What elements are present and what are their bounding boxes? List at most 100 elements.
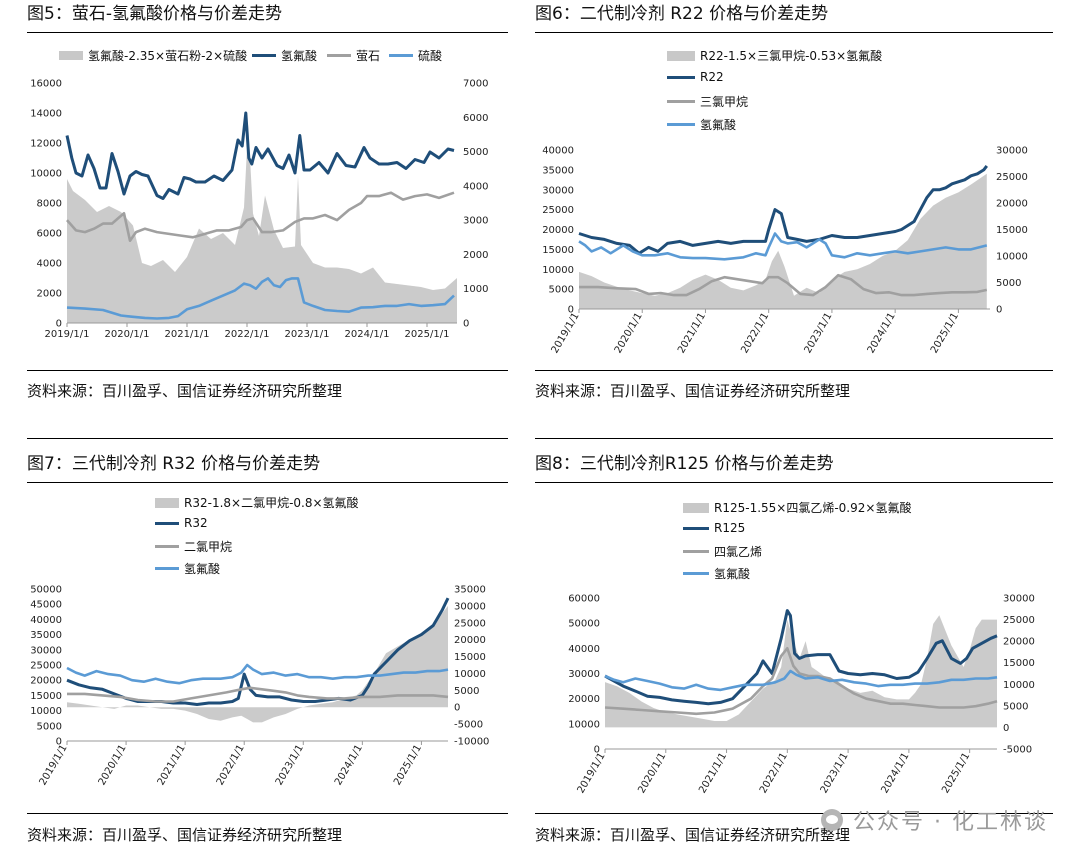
chart-title: 图5：萤石-氢氟酸价格与价差走势	[27, 4, 282, 24]
chart-svg: 0 5000 10000 15000 20000 25000 30000 35000 40000…	[542, 146, 1028, 356]
y-right-tick-label: 1000	[463, 284, 488, 295]
legend-swatch-line	[667, 123, 695, 126]
legend-item: 三氯甲烷	[667, 93, 748, 110]
y-left-tick-label: 35000	[542, 165, 574, 176]
legend-swatch-line	[667, 100, 695, 103]
chart-title: 图7：三代制冷剂 R32 价格与价差走势	[27, 454, 321, 474]
legend-item: 氢氟酸	[155, 560, 220, 577]
y-left-tick-label: 20000	[568, 694, 600, 705]
legend-swatch-line	[683, 572, 709, 575]
y-right-tick-label: 25000	[454, 618, 486, 629]
y-left-tick-label: 15000	[30, 691, 62, 702]
y-right-tick-label: 3000	[463, 216, 488, 227]
chart-panel-2: 图6：二代制冷剂 R22 价格与价差走势 R22-1.5×三氯甲烷-0.53×氢…	[535, 0, 1053, 420]
y-left-tick-label: 40000	[542, 146, 574, 157]
legend-label: R32-1.8×二氯甲烷-0.8×氢氟酸	[184, 496, 359, 510]
legend-item: 硫酸	[389, 47, 442, 64]
source-divider	[535, 813, 1053, 814]
series-line	[604, 609, 998, 706]
y-right-tick-label: 20000	[996, 199, 1028, 210]
y-left-tick-label: 10000	[568, 719, 600, 730]
y-left-tick-label: 40000	[568, 644, 600, 655]
chart-title: 图8：三代制冷剂R125 价格与价差走势	[535, 454, 834, 474]
legend-item: 氢氟酸	[683, 565, 750, 582]
y-left-tick-label: 10000	[542, 265, 574, 276]
y-left-tick-label: 0	[56, 737, 62, 748]
source-divider	[27, 813, 508, 814]
chart-title: 图6：二代制冷剂 R22 价格与价差走势	[535, 4, 829, 24]
x-tick-label: 2019/1/1	[576, 751, 608, 795]
legend-label: 三氯甲烷	[700, 95, 749, 109]
series-line	[578, 232, 988, 261]
legend-item: 四氯乙烯	[683, 543, 762, 560]
x-tick-label: 2021/1/1	[676, 311, 708, 355]
legend-swatch-area	[59, 51, 83, 60]
legend-item: R32	[155, 516, 208, 530]
y-left-tick-label: 4000	[37, 259, 62, 270]
series-line	[66, 191, 455, 242]
legend-swatch-line	[683, 550, 709, 553]
x-tick-label: 2023/1/1	[803, 311, 835, 355]
y-left-tick-label: 20000	[30, 676, 62, 687]
legend-swatch-line	[667, 75, 695, 79]
x-tick-label: 2022/1/1	[758, 751, 790, 795]
legend-swatch-line	[389, 54, 413, 57]
y-left-tick-label: 5000	[37, 721, 62, 732]
y-left-tick-label: 25000	[542, 205, 574, 216]
x-tick-label: 2024/1/1	[333, 743, 365, 787]
y-left-tick-label: 10000	[30, 706, 62, 717]
legend-swatch-area	[667, 50, 695, 61]
x-tick-label: 2022/1/1	[215, 743, 247, 787]
legend-label: 氢氟酸	[281, 49, 318, 63]
y-left-tick-label: 16000	[30, 79, 62, 90]
series-line	[66, 277, 455, 320]
y-left-tick-label: 30000	[542, 185, 574, 196]
y-right-tick-label: 2000	[463, 250, 488, 261]
legend-swatch-line	[327, 54, 351, 57]
watermark-text: 公众号 · 化工林谈	[853, 810, 1048, 835]
y-right-tick-label: 0	[996, 305, 1002, 316]
x-tick-label: 2020/1/1	[97, 743, 129, 787]
series-area	[67, 125, 457, 323]
title-divider	[27, 32, 508, 33]
series-line	[579, 273, 988, 297]
legend-item: R125	[683, 521, 745, 535]
title-divider	[535, 482, 1053, 483]
x-tick-label: 2023/1/1	[285, 329, 330, 340]
y-right-tick-label: 0	[454, 703, 460, 714]
legend-swatch-line	[155, 567, 179, 570]
y-left-tick-label: 10000	[30, 169, 62, 180]
source-divider	[535, 370, 1053, 371]
y-right-tick-label: 7000	[463, 79, 488, 90]
y-right-tick-label: 30000	[1003, 594, 1035, 605]
title-divider	[27, 482, 508, 483]
legend-label: 氢氟酸	[714, 567, 751, 581]
y-right-tick-label: 0	[463, 319, 469, 330]
legend-label: R22	[700, 70, 724, 84]
legend-item: R125-1.55×四氯乙烯-0.92×氢氟酸	[683, 499, 911, 516]
chart-panel-3: 图7：三代制冷剂 R32 价格与价差走势 R32-1.8×二氯甲烷-0.8×氢氟…	[27, 438, 508, 866]
top-divider	[535, 438, 1053, 439]
x-tick-label: 2022/1/1	[739, 311, 771, 355]
y-right-tick-label: -5000	[454, 720, 483, 731]
legend-label: R125-1.55×四氯乙烯-0.92×氢氟酸	[714, 501, 912, 515]
x-tick-label: 2019/1/1	[45, 329, 90, 340]
y-left-tick-label: 40000	[30, 615, 62, 626]
y-left-tick-label: 0	[594, 745, 600, 756]
y-left-tick-label: 15000	[542, 245, 574, 256]
y-left-tick-label: 20000	[542, 225, 574, 236]
y-left-tick-label: 12000	[30, 139, 62, 150]
wechat-icon	[821, 809, 844, 831]
y-left-tick-label: 45000	[30, 600, 62, 611]
y-right-tick-label: 5000	[996, 278, 1021, 289]
legend-swatch-area	[155, 497, 179, 508]
legend-item: R32-1.8×二氯甲烷-0.8×氢氟酸	[155, 494, 359, 511]
y-left-tick-label: 0	[568, 305, 574, 316]
legend-swatch-line	[155, 521, 179, 525]
series-area	[579, 173, 987, 309]
x-tick-label: 2023/1/1	[274, 743, 306, 787]
y-right-tick-label: 15000	[996, 225, 1028, 236]
legend-label: R22-1.5×三氯甲烷-0.53×氢氟酸	[700, 49, 883, 63]
y-left-tick-label: 25000	[30, 661, 62, 672]
chart-source: 资料来源：百川盈孚、国信证券经济研究所整理	[535, 382, 851, 400]
